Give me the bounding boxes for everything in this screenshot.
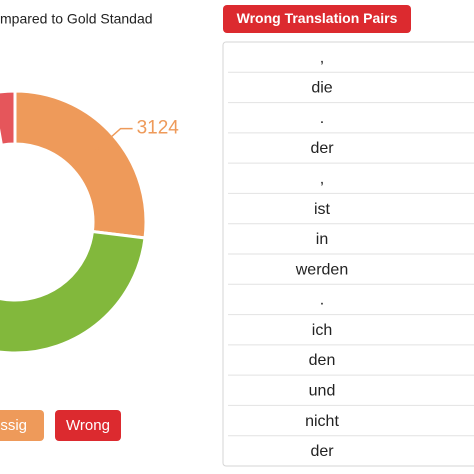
table-cell: ist [314, 201, 331, 218]
donut-slice [0, 128, 147, 355]
table-cell: . [320, 292, 324, 309]
table-cell: . [320, 110, 324, 127]
donut-slice [0, 89, 17, 147]
table-cell: , [320, 171, 324, 188]
panel-button[interactable] [223, 5, 411, 33]
legend-button[interactable] [0, 410, 44, 441]
table-cell: den [309, 352, 336, 369]
data-label: 3124 [137, 118, 180, 139]
table-cell: der [310, 443, 334, 460]
table-cell: werden [295, 261, 348, 278]
table-cell: die [311, 80, 332, 97]
table-cell: der [310, 140, 334, 157]
leader-line [92, 127, 133, 154]
panel-button-label[interactable]: Wrong Translation Pairs [237, 10, 398, 26]
table-cell: und [309, 383, 336, 400]
donut-slice [13, 89, 148, 240]
legend-button[interactable] [55, 410, 121, 441]
table-cell: ich [312, 322, 332, 339]
table-cell: in [316, 231, 328, 248]
legend-label[interactable]: Wrong [66, 417, 110, 434]
table-cell: nicht [305, 413, 339, 430]
chart-title: mpared to Gold Standad [0, 11, 153, 27]
table-cell: , [320, 49, 324, 66]
legend-label[interactable]: issig [0, 417, 27, 434]
